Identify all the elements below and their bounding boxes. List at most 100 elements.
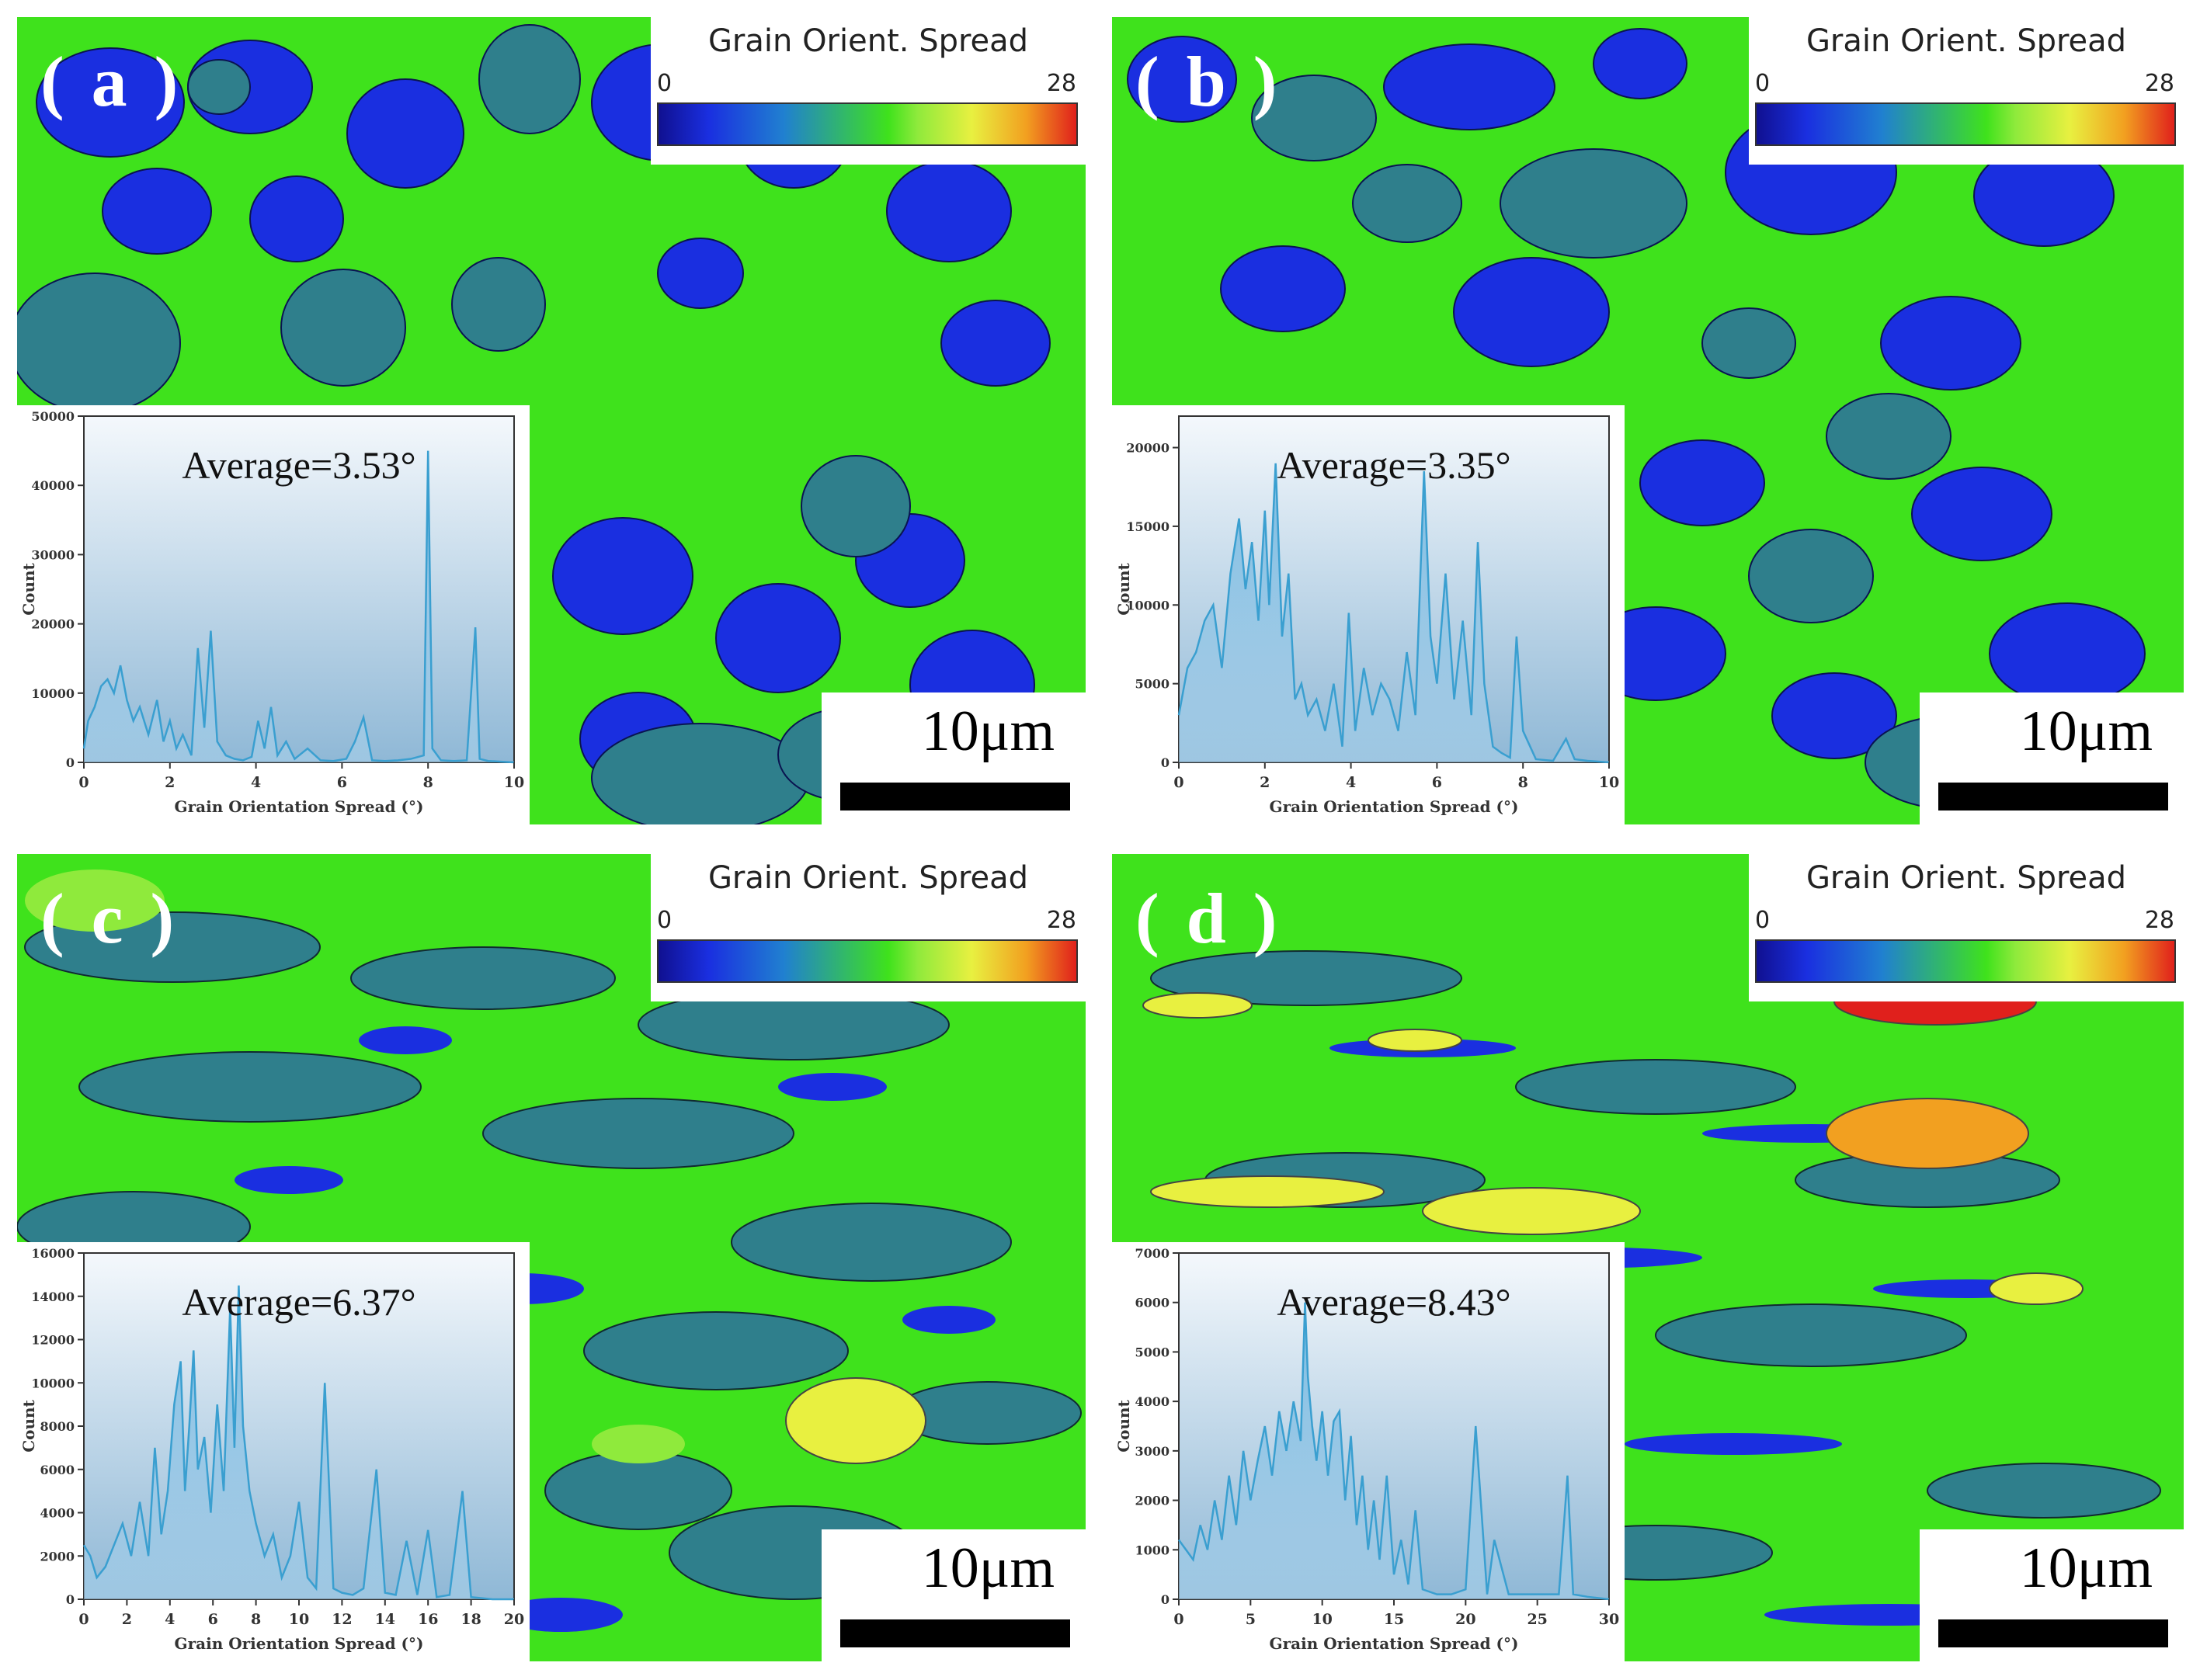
y-tick-label: 6000 [1135,1296,1170,1310]
average-annotation: Average=3.53° [182,443,415,487]
histogram-line [1177,1302,1610,1601]
panel-b: ( b ) Grain Orient. Spread 0 28 10μm 0 2 4… [1112,17,2184,824]
x-tick-label: 2 [122,1611,132,1628]
colorbar-legend: Grain Orient. Spread 0 28 [1749,17,2184,165]
histogram-area [84,1285,514,1599]
x-tick-label: 14 [375,1611,395,1628]
panel-c: ( c ) Grain Orient. Spread 0 28 10μm 0 2 4… [17,854,1086,1661]
legend-title: Grain Orient. Spread [707,23,1029,59]
x-tick-label: 4 [165,1611,175,1628]
colorbar [657,939,1078,983]
x-tick-label: 15 [1384,1611,1404,1628]
panel-letter: ( b ) [1135,42,1282,121]
x-axis-label: Grain Orientation Spread (°) [1270,1634,1519,1653]
y-tick-label: 8000 [40,1419,75,1434]
legend-min: 0 [1755,70,1771,97]
scale-label: 10μm [2019,1536,2153,1600]
legend-min: 0 [657,907,673,934]
x-tick-label: 20 [504,1611,524,1628]
y-tick-label: 4000 [40,1506,75,1521]
colorbar-legend: Grain Orient. Spread 0 28 [1749,854,2184,1001]
panel-letter: ( a ) [40,42,183,121]
y-tick-label: 1000 [1135,1543,1170,1557]
x-tick-label: 6 [337,774,347,791]
x-tick-label: 5 [1246,1611,1256,1628]
scale-bar [1938,1619,2168,1647]
legend-max: 28 [2144,70,2174,97]
x-axis-label: Grain Orientation Spread (°) [175,797,424,816]
x-tick-label: 0 [1173,1611,1183,1628]
legend-title: Grain Orient. Spread [1806,23,2127,59]
x-tick-label: 0 [1173,774,1183,791]
scale-bar-box: 10μm [1920,692,2184,824]
y-tick-label: 0 [1161,755,1170,770]
x-tick-label: 10 [1312,1611,1332,1628]
histogram-svg: 0 5 10 15 20 25 30 0 1000 2000 3000 4000 5000 6000 700… [1114,1246,1619,1653]
average-annotation: Average=6.37° [182,1280,415,1324]
scale-label: 10μm [2019,699,2153,763]
y-tick-label: 16000 [31,1246,75,1261]
y-axis-label: Count [1114,562,1133,615]
y-tick-label: 2000 [1135,1494,1170,1508]
histogram-area [1179,1302,1609,1599]
colorbar [1755,102,2176,146]
x-tick-label: 0 [78,1611,89,1628]
scale-bar [840,783,1070,810]
x-tick-label: 8 [423,774,433,791]
scale-bar-box: 10μm [822,1529,1086,1661]
scale-bar [840,1619,1070,1647]
legend-min: 0 [657,70,673,97]
y-tick-label: 30000 [31,547,75,562]
x-tick-label: 0 [78,774,89,791]
x-tick-label: 20 [1455,1611,1475,1628]
scale-bar-box: 10μm [1920,1529,2184,1661]
y-tick-label: 14000 [31,1290,75,1304]
y-tick-label: 20000 [31,617,75,632]
y-tick-label: 50000 [31,409,75,424]
scale-bar [1938,783,2168,810]
legend-max: 28 [1046,907,1076,934]
y-tick-label: 6000 [40,1463,75,1477]
y-axis-label: Count [1114,1399,1133,1452]
inset-histogram-a: 0 2 4 6 8 10 0 10000 20000 30000 40000 50000 Grain O… [17,405,530,824]
x-tick-label: 10 [504,774,524,791]
average-annotation: Average=8.43° [1277,1280,1510,1324]
y-tick-label: 15000 [1126,519,1170,534]
colorbar-legend: Grain Orient. Spread 0 28 [651,854,1086,1001]
scale-label: 10μm [921,1536,1055,1600]
x-tick-label: 30 [1599,1611,1619,1628]
y-tick-label: 12000 [31,1333,75,1348]
histogram-line [82,1285,514,1601]
x-tick-label: 16 [418,1611,438,1628]
scale-label: 10μm [921,699,1055,763]
histogram-svg: 0 2 4 6 8 10 12 14 16 18 20 0 2000 4000 6000 8000 10000 1… [19,1246,524,1653]
y-tick-label: 4000 [1135,1394,1170,1409]
colorbar-legend: Grain Orient. Spread 0 28 [651,17,1086,165]
inset-histogram-b: 0 2 4 6 8 10 0 5000 10000 15000 20000 Grain Orienta… [1112,405,1625,824]
y-tick-label: 0 [66,755,75,770]
legend-title: Grain Orient. Spread [1806,860,2127,896]
y-tick-label: 3000 [1135,1444,1170,1459]
panel-a: ( a ) Grain Orient. Spread 0 28 10μm 0 2 4… [17,17,1086,824]
y-axis-label: Count [19,562,38,615]
panel-letter: ( c ) [40,879,179,958]
x-axis-label: Grain Orientation Spread (°) [1270,797,1519,816]
x-tick-label: 10 [1599,774,1619,791]
y-tick-label: 10000 [31,686,75,701]
legend-max: 28 [1046,70,1076,97]
histogram-area [84,450,514,762]
y-tick-label: 40000 [31,478,75,493]
x-tick-label: 10 [289,1611,309,1628]
x-tick-label: 4 [1346,774,1356,791]
y-tick-label: 5000 [1135,1345,1170,1359]
panel-d: ( d ) Grain Orient. Spread 0 28 10μm 0 5 1… [1112,854,2184,1661]
y-tick-label: 7000 [1135,1246,1170,1261]
y-tick-label: 20000 [1126,441,1170,456]
histogram-line [82,450,515,764]
inset-histogram-d: 0 5 10 15 20 25 30 0 1000 2000 3000 4000 5000 6000 700… [1112,1242,1625,1661]
legend-max: 28 [2144,907,2174,934]
x-tick-label: 12 [332,1611,352,1628]
x-tick-label: 2 [165,774,175,791]
y-tick-label: 0 [66,1592,75,1607]
histogram-svg: 0 2 4 6 8 10 0 10000 20000 30000 40000 50000 Grain O… [19,409,524,816]
